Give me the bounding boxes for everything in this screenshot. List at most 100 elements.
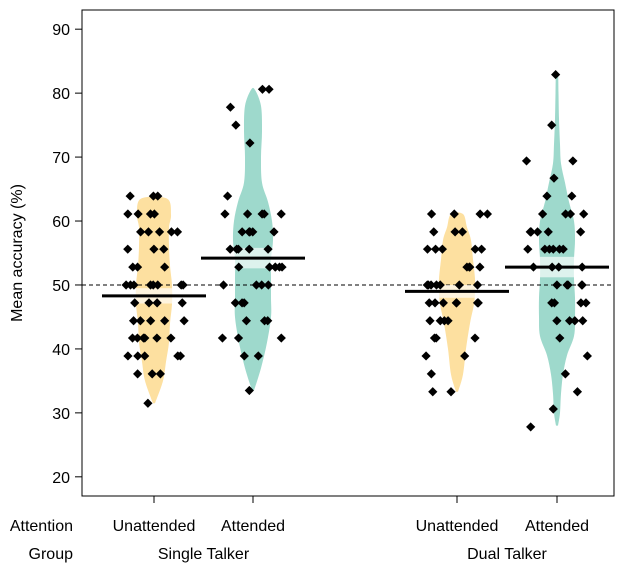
data-point xyxy=(153,191,163,201)
data-point xyxy=(257,280,267,290)
data-point xyxy=(166,227,177,237)
data-point xyxy=(143,227,154,237)
y-tick-label: 40 xyxy=(52,342,70,359)
y-tick-label: 70 xyxy=(52,150,70,167)
data-point xyxy=(276,333,286,343)
group-label: Single Talker xyxy=(158,546,250,563)
data-point xyxy=(123,209,133,219)
data-point xyxy=(473,298,483,308)
data-point xyxy=(269,227,279,237)
data-point xyxy=(127,333,138,343)
data-point xyxy=(421,351,431,361)
y-tick-label: 80 xyxy=(52,86,70,103)
data-point xyxy=(149,209,159,219)
data-point xyxy=(257,209,267,219)
data-point xyxy=(264,84,274,94)
data-point xyxy=(565,209,576,219)
data-point xyxy=(470,333,480,343)
data-point xyxy=(244,385,254,396)
data-point xyxy=(239,351,249,361)
data-point xyxy=(132,333,143,343)
data-point xyxy=(253,351,263,361)
y-tick-label: 90 xyxy=(52,22,70,39)
data-point xyxy=(233,333,244,343)
data-point xyxy=(133,369,143,379)
data-point xyxy=(439,316,449,326)
data-point xyxy=(552,316,562,326)
data-point xyxy=(217,333,228,343)
data-point xyxy=(431,333,441,343)
data-point xyxy=(172,227,183,237)
y-tick-label: 50 xyxy=(52,278,70,295)
data-point xyxy=(152,333,162,343)
data-point xyxy=(133,351,143,361)
data-point xyxy=(270,262,280,272)
data-point xyxy=(576,298,586,308)
data-point xyxy=(128,262,138,272)
data-point xyxy=(152,298,162,308)
data-point xyxy=(251,280,261,290)
data-point xyxy=(570,316,580,326)
data-point xyxy=(476,244,487,254)
points-layer xyxy=(121,69,592,432)
data-point xyxy=(264,262,275,272)
data-point xyxy=(454,280,464,290)
data-point xyxy=(472,280,483,290)
data-point xyxy=(582,351,592,361)
condition-label: Unattended xyxy=(416,518,499,535)
data-point xyxy=(239,298,249,308)
violin-single-talker-attended xyxy=(232,87,274,391)
data-point xyxy=(424,298,434,308)
data-point xyxy=(145,280,156,290)
y-tick-label: 30 xyxy=(52,406,70,423)
data-point xyxy=(542,191,552,201)
data-point xyxy=(430,244,441,254)
data-point xyxy=(177,298,187,308)
y-axis-label: Mean accuracy (%) xyxy=(9,184,26,322)
data-point xyxy=(230,298,240,308)
data-point xyxy=(179,316,189,326)
data-point xyxy=(166,333,176,343)
data-point xyxy=(521,156,532,166)
data-point xyxy=(568,156,578,166)
data-point xyxy=(135,316,146,326)
data-point xyxy=(576,227,586,237)
data-point xyxy=(426,209,437,219)
data-point xyxy=(555,333,565,343)
data-point xyxy=(242,209,253,219)
data-point xyxy=(579,209,589,219)
data-point xyxy=(178,280,188,290)
data-point xyxy=(552,280,562,290)
data-point xyxy=(425,316,435,326)
data-point xyxy=(245,227,255,237)
data-point xyxy=(548,404,558,414)
data-point xyxy=(422,280,432,290)
data-point xyxy=(567,191,577,201)
data-point xyxy=(532,227,543,237)
data-point xyxy=(245,138,255,148)
data-point xyxy=(449,209,459,219)
data-point xyxy=(231,120,241,130)
data-point xyxy=(523,244,533,254)
data-point xyxy=(462,262,472,272)
data-point xyxy=(438,298,448,308)
data-point xyxy=(123,351,133,361)
data-point xyxy=(547,298,557,308)
data-point xyxy=(133,209,143,219)
data-point xyxy=(475,262,485,272)
data-point xyxy=(132,262,143,272)
data-point xyxy=(572,387,583,397)
y-axis: 20 30 40 50 60 70 80 90 xyxy=(52,22,82,487)
data-point xyxy=(149,244,159,254)
data-point xyxy=(276,209,286,219)
data-point xyxy=(551,69,561,80)
data-point xyxy=(128,316,139,326)
data-point xyxy=(554,244,565,254)
data-point xyxy=(561,209,571,219)
data-point xyxy=(140,351,150,361)
data-point xyxy=(225,244,235,254)
data-point xyxy=(125,191,135,201)
data-point xyxy=(431,280,442,290)
group-labels: Single Talker Dual Talker xyxy=(158,546,548,563)
data-point xyxy=(430,298,440,308)
